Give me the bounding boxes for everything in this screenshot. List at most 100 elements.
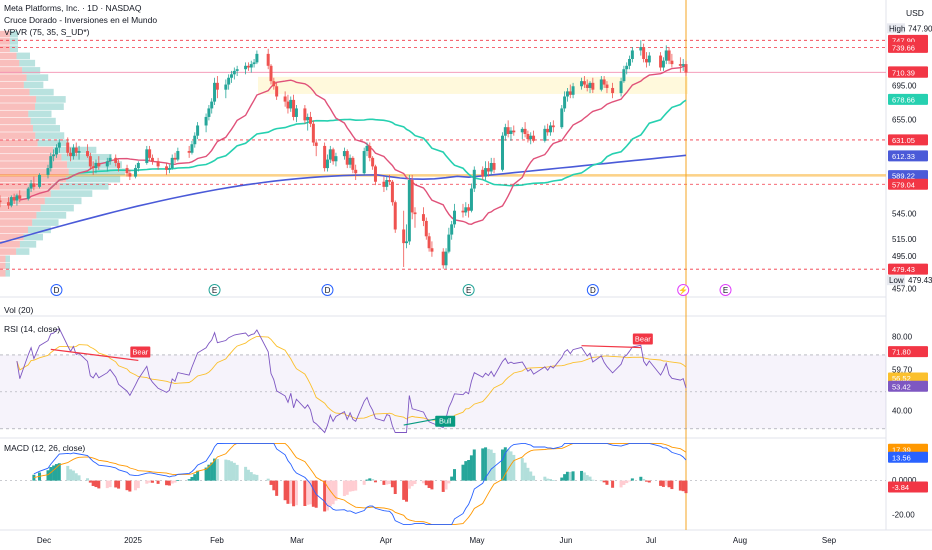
candle-body xyxy=(591,82,595,90)
divergence-line xyxy=(581,345,641,349)
price-tag-text: 631.05 xyxy=(892,136,915,145)
macd-histogram-bar xyxy=(294,480,298,506)
event-marker-label: D xyxy=(325,286,331,295)
macd-histogram-bar xyxy=(145,480,149,484)
divergence-badge-label: Bear xyxy=(635,335,651,344)
vpvr-row-up xyxy=(19,240,37,248)
macd-histogram-bar xyxy=(345,480,349,495)
macd-histogram-bar xyxy=(66,465,70,481)
candle-body xyxy=(224,84,228,90)
vpvr-row-up xyxy=(37,139,69,147)
candle-body xyxy=(365,145,369,152)
candle-body xyxy=(272,81,276,87)
price-tag xyxy=(888,150,928,162)
macd-histogram-bar xyxy=(54,464,58,481)
candle-body xyxy=(441,251,445,266)
vpvr-row-down xyxy=(0,240,20,248)
price-axis-tick: 495.00 xyxy=(892,252,917,261)
candle-body xyxy=(286,101,290,109)
candle-body xyxy=(461,210,465,213)
price-tag xyxy=(888,178,928,190)
candle-body xyxy=(385,180,389,187)
vpvr-row-up xyxy=(5,262,10,270)
macd-histogram-bar xyxy=(136,480,140,489)
macd-histogram-bar xyxy=(210,462,214,481)
macd-histogram-bar xyxy=(167,480,171,486)
macd-histogram-bar xyxy=(413,480,417,485)
macd-histogram-bar xyxy=(684,480,688,494)
candle-body xyxy=(125,168,129,174)
candle-body xyxy=(176,151,180,160)
macd-histogram-bar xyxy=(334,480,338,501)
candle-body xyxy=(421,214,425,221)
time-axis-tick: Apr xyxy=(380,536,393,545)
macd-histogram-bar xyxy=(453,469,457,481)
candle-body xyxy=(548,125,552,133)
candle-body xyxy=(565,91,569,97)
vpvr-row-down xyxy=(0,248,17,255)
rsi-pane-label[interactable]: RSI (14, close) xyxy=(4,324,61,334)
indicator-label-vpvr[interactable]: VPVR (75, 35, S_UD*) xyxy=(4,27,90,37)
candle-body xyxy=(303,108,307,121)
indicator-label-golden-cross[interactable]: Cruce Dorado - Inversiones en el Mundo xyxy=(4,15,158,25)
candle-body xyxy=(136,162,140,169)
macd-pane-label[interactable]: MACD (12, 26, close) xyxy=(4,443,86,453)
price-tag xyxy=(888,170,928,182)
macd-histogram-bar xyxy=(105,480,109,489)
macd-histogram-bar xyxy=(602,480,606,483)
macd-histogram-bar xyxy=(224,459,228,481)
macd-histogram-bar xyxy=(501,449,505,481)
macd-histogram-bar xyxy=(269,480,273,485)
vpvr-row-down xyxy=(0,255,6,263)
vpvr-row-down xyxy=(0,175,67,183)
macd-histogram-bar xyxy=(390,480,394,488)
candle-body xyxy=(348,157,352,165)
macd-histogram-bar xyxy=(170,480,174,484)
macd-histogram-bar xyxy=(204,467,208,481)
vpvr-row-up xyxy=(35,103,64,110)
macd-histogram-bar xyxy=(193,474,197,481)
rsi-axis-tick: 59.70 xyxy=(892,366,913,375)
vpvr-row-up xyxy=(9,30,18,38)
macd-histogram-bar xyxy=(582,472,586,481)
candle-body xyxy=(605,84,609,88)
candle-body xyxy=(625,65,629,70)
currency-label[interactable]: USD xyxy=(906,8,924,18)
macd-histogram-bar xyxy=(232,462,236,481)
macd-histogram-bar xyxy=(354,480,358,491)
macd-histogram-bar xyxy=(125,480,129,491)
high-label: High xyxy=(889,24,905,33)
candle-body xyxy=(269,65,273,82)
candle-body xyxy=(619,81,623,94)
vpvr-row-down xyxy=(0,52,17,60)
macd-histogram-bar xyxy=(405,480,409,502)
sma200-line xyxy=(0,154,687,244)
symbol-title[interactable]: Meta Platforms, Inc. · 1D · NASDAQ xyxy=(4,3,142,13)
macd-histogram-bar xyxy=(503,447,507,481)
candle-body xyxy=(588,82,592,88)
rsi-tag xyxy=(888,372,928,384)
macd-histogram-bar xyxy=(591,479,595,481)
vpvr-row-up xyxy=(26,74,49,81)
price-axis-tick: 695.00 xyxy=(892,81,917,90)
macd-histogram-bar xyxy=(292,480,296,507)
rsi-tag-text: 71.80 xyxy=(892,348,911,357)
candle-body xyxy=(661,60,665,68)
candle-body xyxy=(235,69,239,71)
macd-histogram-bar xyxy=(622,480,626,485)
macd-histogram-bar xyxy=(114,480,118,488)
volume-pane-label[interactable]: Vol (20) xyxy=(4,305,34,315)
candle-body xyxy=(393,202,397,230)
vpvr-row-up xyxy=(32,219,59,226)
rsi-ma-line xyxy=(16,335,687,422)
macd-histogram-bar xyxy=(509,451,513,481)
macd-histogram-bar xyxy=(156,480,160,484)
macd-histogram-bar xyxy=(644,480,648,482)
candle-body xyxy=(354,169,358,174)
vpvr-row-down xyxy=(0,74,27,81)
macd-histogram-bar xyxy=(385,480,389,485)
price-tag-text: 589.22 xyxy=(892,172,915,181)
macd-histogram-bar xyxy=(71,470,75,481)
rsi-line xyxy=(16,327,687,434)
